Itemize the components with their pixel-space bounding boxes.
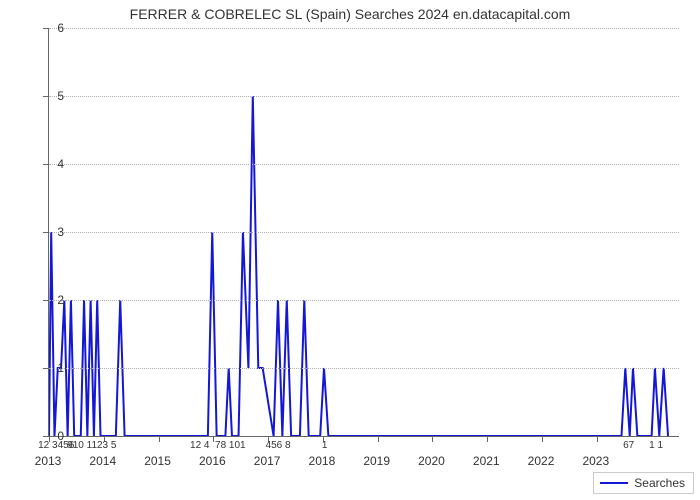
xtick-minor-label: 456 8 xyxy=(266,440,291,451)
xtick xyxy=(159,436,160,442)
legend-swatch xyxy=(600,482,628,484)
xtick-minor-label: 1 xyxy=(322,440,328,451)
xtick-label: 2019 xyxy=(363,454,390,468)
chart-container: FERRER & COBRELEC SL (Spain) Searches 20… xyxy=(0,0,700,500)
plot-area xyxy=(48,28,679,437)
xtick-label: 2023 xyxy=(582,454,609,468)
gridline-h xyxy=(49,28,679,29)
xtick-label: 2013 xyxy=(35,454,62,468)
xtick xyxy=(487,436,488,442)
gridline-h xyxy=(49,300,679,301)
xtick-label: 2022 xyxy=(528,454,555,468)
gridline-h xyxy=(49,96,679,97)
ytick-label: 5 xyxy=(24,89,64,103)
xtick xyxy=(432,436,433,442)
xtick-label: 2015 xyxy=(144,454,171,468)
ytick-label: 4 xyxy=(24,157,64,171)
xtick xyxy=(378,436,379,442)
chart-title: FERRER & COBRELEC SL (Spain) Searches 20… xyxy=(0,6,700,22)
xtick-minor-label: 12 4 78 101 xyxy=(190,440,246,451)
gridline-h xyxy=(49,164,679,165)
xtick-minor-label: 1 1 xyxy=(649,440,663,451)
xtick-label: 2020 xyxy=(418,454,445,468)
searches-line xyxy=(49,96,668,436)
legend-label: Searches xyxy=(634,476,685,490)
ytick-label: 3 xyxy=(24,225,64,239)
xtick-label: 2021 xyxy=(473,454,500,468)
xtick-label: 2016 xyxy=(199,454,226,468)
xtick xyxy=(542,436,543,442)
ytick-label: 6 xyxy=(24,21,64,35)
gridline-h xyxy=(49,368,679,369)
gridline-h xyxy=(49,232,679,233)
ytick-label: 1 xyxy=(24,361,64,375)
xtick xyxy=(597,436,598,442)
ytick-label: 2 xyxy=(24,293,64,307)
xtick-label: 2018 xyxy=(309,454,336,468)
xtick-label: 2014 xyxy=(89,454,116,468)
xtick-minor-label: 67 xyxy=(623,440,634,451)
xtick-minor-label: 910 1123 5 xyxy=(67,440,116,451)
xtick-label: 2017 xyxy=(254,454,281,468)
legend: Searches xyxy=(593,472,694,494)
